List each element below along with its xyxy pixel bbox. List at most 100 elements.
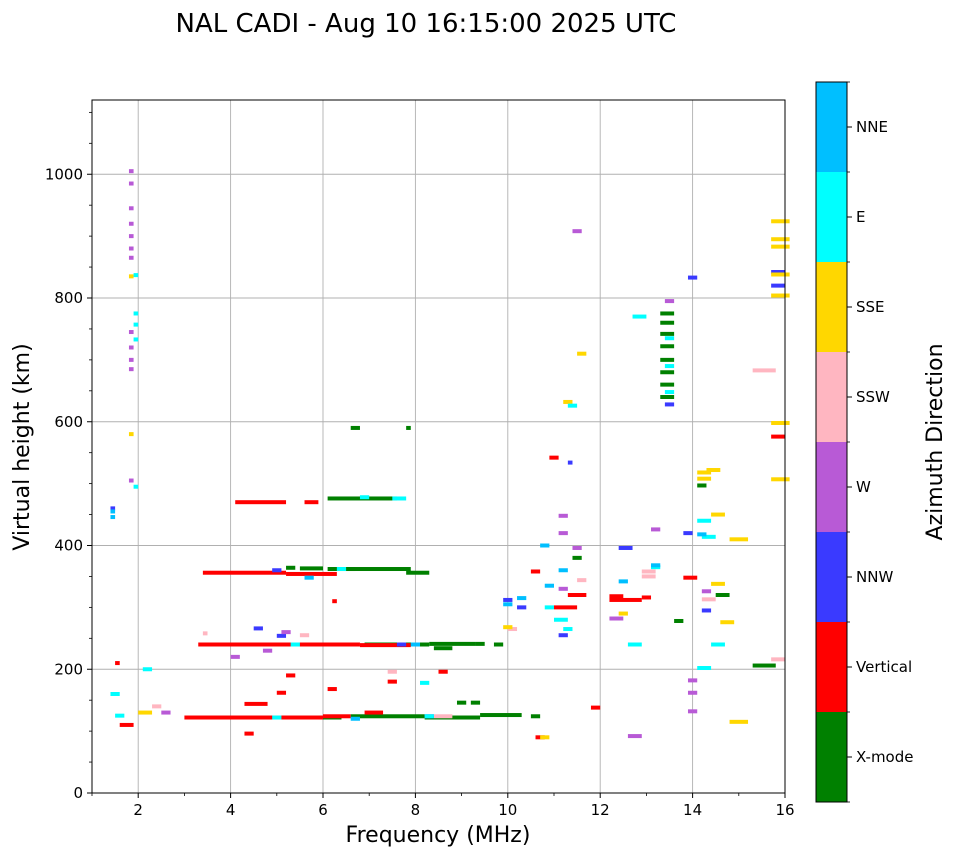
echo-mark — [299, 633, 310, 638]
echo-mark — [433, 646, 453, 651]
colorbar-segment — [816, 262, 847, 352]
echo-mark — [410, 642, 421, 647]
echo-mark — [475, 641, 485, 646]
x-tick-label: 6 — [318, 801, 328, 819]
echo-mark — [687, 690, 698, 695]
echo-mark — [138, 710, 153, 715]
echo-mark — [771, 270, 785, 275]
echo-mark — [687, 678, 698, 683]
echo-mark — [771, 219, 790, 224]
x-tick-label: 4 — [226, 801, 236, 819]
echo-mark — [119, 722, 134, 727]
echo-mark — [771, 283, 785, 288]
data-layer — [110, 169, 790, 740]
series-nne — [110, 509, 707, 721]
y-tick-label: 800 — [54, 289, 83, 307]
echo-mark — [609, 597, 642, 602]
echo-mark — [332, 599, 337, 604]
echo-mark — [198, 642, 360, 647]
colorbar-label: SSW — [856, 388, 890, 406]
echo-mark — [540, 735, 550, 740]
echo-mark — [558, 513, 568, 518]
echo-mark — [701, 534, 716, 539]
echo-mark — [406, 570, 430, 575]
echo-mark — [128, 255, 134, 260]
echo-mark — [771, 237, 790, 242]
echo-mark — [609, 594, 624, 599]
echo-mark — [609, 616, 624, 621]
echo-mark — [503, 625, 513, 630]
echo-mark — [752, 368, 776, 373]
echo-mark — [563, 627, 573, 632]
echo-mark — [683, 575, 698, 580]
echo-mark — [396, 642, 407, 647]
echo-mark — [244, 701, 268, 706]
echo-mark — [697, 666, 712, 671]
y-tick-label: 400 — [54, 537, 83, 555]
colorbar-segment — [816, 532, 847, 622]
echo-mark — [433, 714, 453, 719]
echo-mark — [350, 716, 360, 721]
echo-mark — [128, 478, 134, 483]
echo-mark — [558, 586, 568, 591]
echo-mark — [558, 531, 568, 536]
echo-mark — [701, 597, 716, 602]
echo-mark — [572, 229, 582, 234]
echo-mark — [184, 715, 323, 720]
echo-mark — [577, 578, 587, 583]
echo-mark — [701, 608, 712, 613]
echo-mark — [577, 351, 587, 356]
echo-mark — [641, 569, 656, 574]
echo-mark — [424, 714, 434, 719]
echo-mark — [304, 575, 314, 580]
echo-mark — [771, 293, 790, 298]
echo-mark — [456, 700, 467, 705]
echo-mark — [590, 705, 601, 710]
echo-mark — [110, 509, 116, 514]
echo-mark — [115, 713, 125, 718]
echo-mark — [660, 382, 675, 387]
y-tick-label: 0 — [73, 784, 83, 802]
echo-mark — [327, 687, 337, 692]
echo-mark — [304, 500, 319, 505]
plot-frame — [91, 99, 786, 794]
echo-mark — [771, 244, 790, 249]
echo-mark — [359, 643, 397, 648]
echo-mark — [651, 527, 661, 532]
echo-mark — [281, 630, 291, 635]
echo-mark — [567, 460, 573, 465]
echo-mark — [683, 531, 693, 536]
echo-mark — [133, 322, 139, 327]
echo-mark — [128, 330, 134, 335]
echo-mark — [387, 679, 397, 684]
echo-mark — [517, 596, 527, 601]
echo-mark — [110, 692, 120, 696]
echo-mark — [720, 620, 735, 625]
echo-mark — [133, 337, 139, 342]
echo-mark — [128, 206, 134, 211]
colorbar: X-mode Vertical NNW W SSW SSE E NNE — [815, 81, 913, 803]
echo-mark — [253, 626, 263, 631]
series-sse — [128, 219, 790, 740]
echo-mark — [420, 680, 430, 685]
echo-mark — [544, 605, 554, 610]
echo-mark — [540, 543, 550, 548]
plot-area — [92, 100, 785, 793]
echo-mark — [771, 477, 790, 482]
echo-mark — [697, 483, 707, 488]
colorbar-segment — [816, 352, 847, 442]
colorbar-segment — [816, 82, 847, 172]
echo-mark — [230, 654, 240, 659]
echo-mark — [530, 569, 541, 574]
echo-mark — [530, 714, 541, 719]
echo-mark — [115, 661, 120, 666]
echo-mark — [133, 311, 139, 316]
series-vertical — [115, 434, 785, 740]
echo-mark — [276, 633, 287, 638]
echo-mark — [161, 710, 171, 715]
x-tick-label: 12 — [591, 801, 610, 819]
echo-mark — [517, 605, 527, 610]
echo-mark — [664, 299, 675, 304]
echo-mark — [128, 345, 134, 350]
echo-mark — [272, 715, 282, 720]
